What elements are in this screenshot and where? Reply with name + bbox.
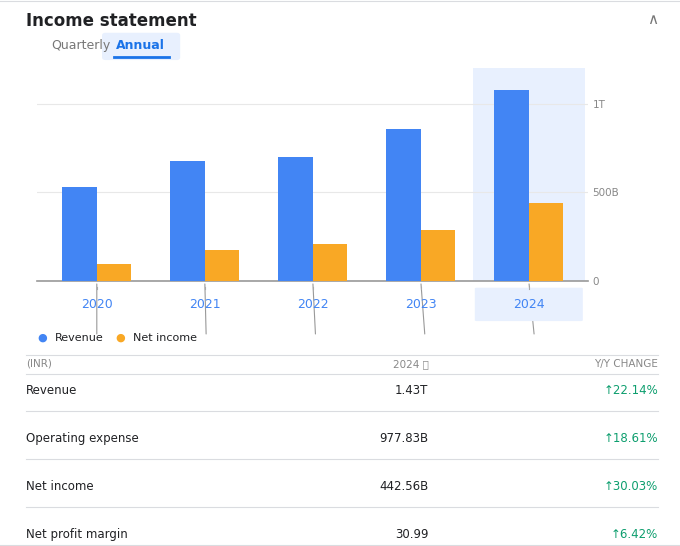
Text: 2021: 2021	[189, 298, 220, 311]
Bar	[63, 187, 97, 281]
Text: ↑30.03%: ↑30.03%	[604, 480, 658, 493]
Text: Net profit margin: Net profit margin	[26, 528, 128, 541]
Text: 977.83B: 977.83B	[379, 432, 428, 445]
Bar	[170, 161, 205, 281]
Text: Income statement: Income statement	[26, 12, 197, 30]
Text: ●: ●	[116, 333, 125, 343]
Text: 442.56B: 442.56B	[379, 480, 428, 493]
Text: Y/Y CHANGE: Y/Y CHANGE	[594, 359, 658, 369]
Bar	[473, 68, 585, 281]
Text: Revenue: Revenue	[54, 333, 103, 343]
Text: 2020: 2020	[81, 298, 113, 311]
Text: Operating expense: Operating expense	[26, 432, 139, 445]
Bar	[278, 157, 313, 281]
FancyBboxPatch shape	[475, 288, 583, 321]
Bar	[529, 203, 563, 281]
Bar	[313, 244, 347, 281]
Text: ↑22.14%: ↑22.14%	[603, 384, 658, 397]
Text: ●: ●	[37, 333, 47, 343]
Text: 1.43T: 1.43T	[395, 384, 428, 397]
Bar	[205, 250, 239, 281]
Text: Revenue: Revenue	[26, 384, 78, 397]
Bar	[494, 90, 529, 281]
Text: ↑18.61%: ↑18.61%	[604, 432, 658, 445]
Text: Net income: Net income	[133, 333, 197, 343]
Text: (INR): (INR)	[26, 359, 52, 369]
Bar	[97, 264, 131, 281]
Text: Quarterly: Quarterly	[51, 39, 110, 52]
Text: ∧: ∧	[647, 12, 658, 27]
Text: Net income: Net income	[26, 480, 93, 493]
Text: 2022: 2022	[297, 298, 328, 311]
Text: Annual: Annual	[116, 39, 165, 52]
Text: 2024: 2024	[513, 298, 545, 311]
Text: 2023: 2023	[405, 298, 437, 311]
Bar	[386, 128, 421, 281]
Text: ↑6.42%: ↑6.42%	[611, 528, 658, 541]
Text: 2024 ⓘ: 2024 ⓘ	[392, 359, 428, 369]
Text: 30.99: 30.99	[395, 528, 428, 541]
Bar	[421, 230, 456, 281]
